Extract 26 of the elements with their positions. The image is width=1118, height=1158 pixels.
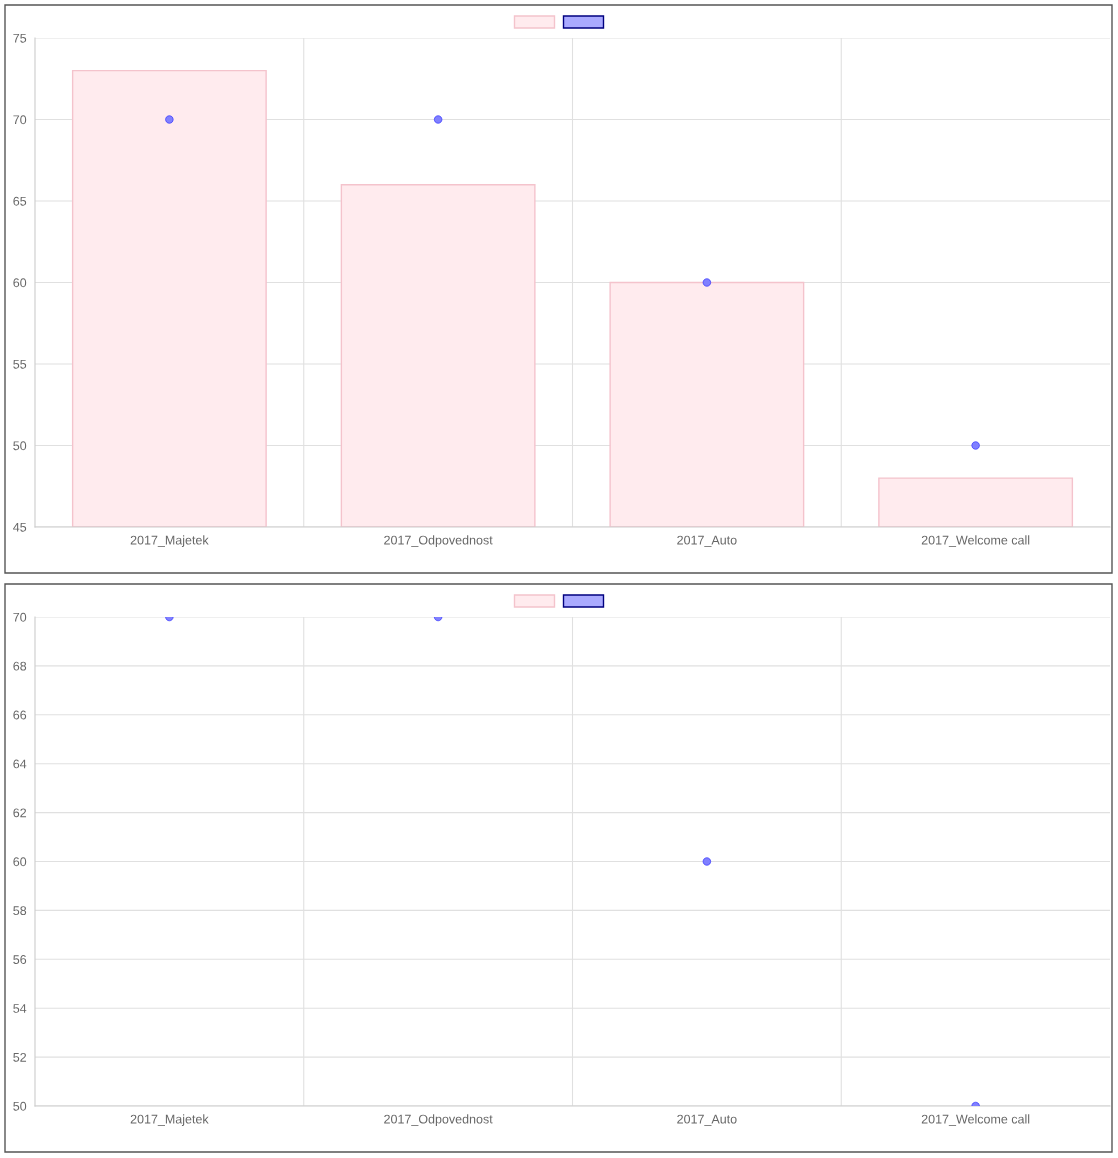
y-tick-label: 70 — [13, 612, 27, 622]
x-tick-label: 2017_Odpovednost — [384, 1114, 493, 1126]
x-tick-label: 2017_Odpovednost — [384, 535, 493, 547]
x-tick-label: 2017_Welcome call — [921, 1114, 1030, 1126]
y-tick-label: 45 — [13, 522, 27, 532]
y-tick-label: 60 — [13, 857, 27, 867]
y-tick-label: 64 — [13, 759, 27, 769]
y-tick-label: 65 — [13, 196, 27, 206]
y-tick-label: 70 — [13, 115, 27, 125]
y-tick-label: 68 — [13, 661, 27, 671]
y-tick-label: 50 — [13, 441, 27, 451]
x-tick-label: 2017_Auto — [677, 1114, 737, 1126]
y-tick-label: 60 — [13, 278, 27, 288]
y-tick-label: 52 — [13, 1052, 27, 1062]
y-tick-label: 66 — [13, 710, 27, 720]
y-tick-label: 54 — [13, 1004, 27, 1013]
x-tick-label: 2017_Auto — [677, 535, 737, 547]
x-tick-label: 2017_Welcome call — [921, 535, 1030, 547]
y-tick-label: 55 — [13, 359, 27, 369]
x-tick-label: 2017_Majetek — [130, 535, 209, 547]
y-tick-label: 58 — [13, 906, 27, 916]
y-tick-label: 75 — [13, 33, 27, 43]
y-tick-label: 56 — [13, 955, 27, 964]
x-tick-label: 2017_Majetek — [130, 1114, 209, 1126]
y-tick-label: 50 — [13, 1101, 27, 1111]
y-tick-label: 62 — [13, 808, 27, 818]
